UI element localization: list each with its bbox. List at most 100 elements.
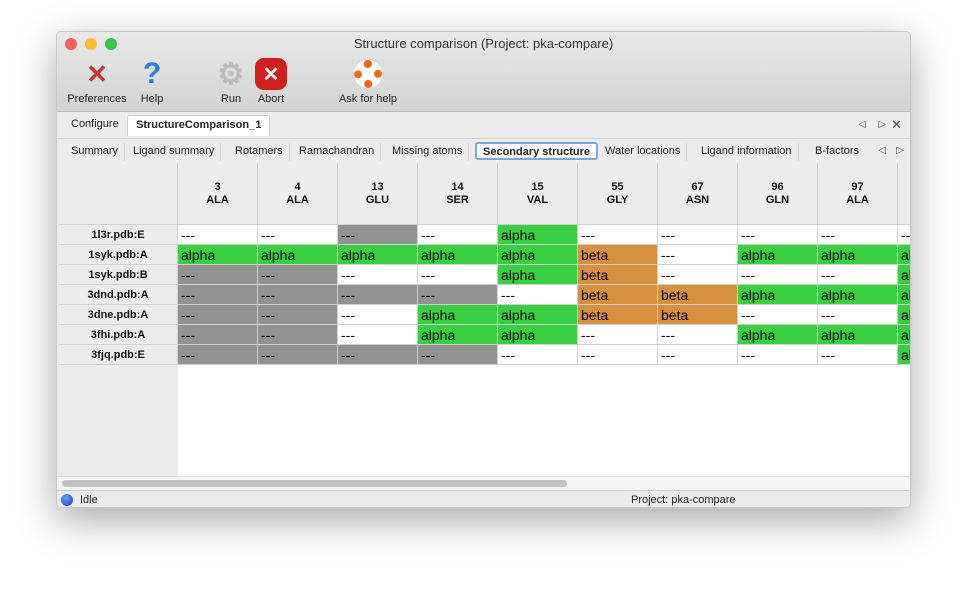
subtab-ligand-information[interactable]: Ligand information <box>695 143 799 161</box>
row-header[interactable]: 1syk.pdb:B <box>59 265 178 285</box>
table-cell[interactable]: alpha <box>818 245 898 265</box>
subtab-scroll-right-icon[interactable]: ▷ <box>896 145 904 156</box>
table-cell[interactable]: alpha <box>898 325 910 345</box>
subtab-summary[interactable]: Summary <box>65 143 126 161</box>
tab-structurecomparison-1[interactable]: StructureComparison_1 <box>127 115 271 136</box>
table-cell[interactable]: beta <box>658 305 738 325</box>
close-window-button[interactable] <box>65 38 77 50</box>
table-cell[interactable]: alpha <box>898 305 910 325</box>
table-cell[interactable]: --- <box>498 345 578 365</box>
table-cell[interactable]: --- <box>338 225 418 245</box>
column-header[interactable]: 97 ALA <box>818 163 898 225</box>
table-cell[interactable]: --- <box>258 325 338 345</box>
subtab-rotamers[interactable]: Rotamers <box>229 143 290 161</box>
table-cell[interactable]: --- <box>578 325 658 345</box>
minimize-window-button[interactable] <box>85 38 97 50</box>
row-header[interactable]: 3fhi.pdb:A <box>59 325 178 345</box>
table-cell[interactable]: --- <box>738 305 818 325</box>
table-cell[interactable]: alpha <box>738 245 818 265</box>
table-cell[interactable]: alpha <box>418 325 498 345</box>
tab-scroll-left-icon[interactable]: ◁ <box>858 119 866 130</box>
column-header[interactable]: 15 VAL <box>498 163 578 225</box>
table-cell[interactable]: --- <box>258 265 338 285</box>
table-cell[interactable]: --- <box>658 265 738 285</box>
column-header[interactable]: 13 GLU <box>338 163 418 225</box>
help-button[interactable]: ? Help <box>135 57 169 105</box>
table-cell[interactable]: --- <box>418 345 498 365</box>
table-cell[interactable]: --- <box>578 225 658 245</box>
table-cell[interactable]: --- <box>258 285 338 305</box>
table-cell[interactable]: alpha <box>898 345 910 365</box>
table-cell[interactable]: --- <box>418 225 498 245</box>
row-header[interactable]: 3dne.pdb:A <box>59 305 178 325</box>
subtab-secondary-structure[interactable]: Secondary structure <box>475 142 598 160</box>
table-cell[interactable]: --- <box>258 225 338 245</box>
table-cell[interactable]: alpha <box>498 305 578 325</box>
table-cell[interactable]: --- <box>418 285 498 305</box>
row-header[interactable]: 1l3r.pdb:E <box>59 225 178 245</box>
table-cell[interactable]: --- <box>178 285 258 305</box>
table-cell[interactable]: alpha <box>178 245 258 265</box>
column-header[interactable]: 4 ALA <box>258 163 338 225</box>
table-cell[interactable]: --- <box>338 325 418 345</box>
table-cell[interactable]: --- <box>658 325 738 345</box>
table-cell[interactable]: alpha <box>898 265 910 285</box>
close-tab-icon[interactable]: ✕ <box>891 117 902 132</box>
table-cell[interactable]: --- <box>178 225 258 245</box>
table-cell[interactable]: alpha <box>738 325 818 345</box>
table-cell[interactable]: --- <box>738 345 818 365</box>
subtab-ligand-summary[interactable]: Ligand summary <box>127 143 222 161</box>
table-cell[interactable]: alpha <box>498 265 578 285</box>
table-cell[interactable]: alpha <box>418 245 498 265</box>
table-cell[interactable]: --- <box>738 265 818 285</box>
table-cell[interactable]: --- <box>898 225 910 245</box>
column-header[interactable]: 3 ALA <box>178 163 258 225</box>
horizontal-scrollbar[interactable] <box>57 476 910 490</box>
table-cell[interactable]: --- <box>178 305 258 325</box>
table-cell[interactable]: beta <box>578 285 658 305</box>
subtab-water-locations[interactable]: Water locations <box>599 143 688 161</box>
table-cell[interactable]: beta <box>578 305 658 325</box>
table-cell[interactable]: --- <box>658 225 738 245</box>
zoom-window-button[interactable] <box>105 38 117 50</box>
table-cell[interactable]: alpha <box>338 245 418 265</box>
table-cell[interactable]: alpha <box>498 245 578 265</box>
column-header[interactable]: 14 SER <box>418 163 498 225</box>
subtab-b-factors[interactable]: B-factors <box>815 145 860 157</box>
row-header[interactable]: 3dnd.pdb:A <box>59 285 178 305</box>
table-cell[interactable]: alpha <box>818 325 898 345</box>
tab-scroll-right-icon[interactable]: ▷ <box>878 119 886 130</box>
table-cell[interactable]: beta <box>658 285 738 305</box>
table-cell[interactable]: --- <box>178 345 258 365</box>
table-cell[interactable]: alpha <box>738 285 818 305</box>
table-cell[interactable]: alpha <box>498 325 578 345</box>
tab-configure[interactable]: Configure <box>71 118 119 130</box>
table-cell[interactable]: --- <box>178 325 258 345</box>
ask-for-help-button[interactable]: Ask for help <box>333 58 403 105</box>
column-header[interactable]: 67 ASN <box>658 163 738 225</box>
abort-button[interactable]: ✕ Abort <box>253 58 289 105</box>
table-cell[interactable]: beta <box>578 245 658 265</box>
table-cell[interactable]: --- <box>258 345 338 365</box>
table-cell[interactable]: alpha <box>498 225 578 245</box>
table-cell[interactable]: --- <box>738 225 818 245</box>
table-cell[interactable]: --- <box>418 265 498 285</box>
table-cell[interactable]: --- <box>258 305 338 325</box>
row-header[interactable]: 3fjq.pdb:E <box>59 345 178 365</box>
column-header[interactable]: 55 GLY <box>578 163 658 225</box>
subtab-ramachandran[interactable]: Ramachandran <box>293 143 382 161</box>
table-cell[interactable]: --- <box>338 345 418 365</box>
table-cell[interactable]: --- <box>338 305 418 325</box>
table-cell[interactable]: --- <box>818 345 898 365</box>
subtab-scroll-left-icon[interactable]: ◁ <box>878 145 886 156</box>
table-cell[interactable]: alpha <box>898 245 910 265</box>
table-cell[interactable]: --- <box>658 345 738 365</box>
table-cell[interactable]: alpha <box>258 245 338 265</box>
table-cell[interactable]: --- <box>498 285 578 305</box>
column-header[interactable]: 96 GLN <box>738 163 818 225</box>
column-header[interactable] <box>898 163 910 225</box>
table-cell[interactable]: --- <box>818 265 898 285</box>
table-cell[interactable]: --- <box>338 265 418 285</box>
table-cell[interactable]: --- <box>658 245 738 265</box>
table-cell[interactable]: beta <box>578 265 658 285</box>
